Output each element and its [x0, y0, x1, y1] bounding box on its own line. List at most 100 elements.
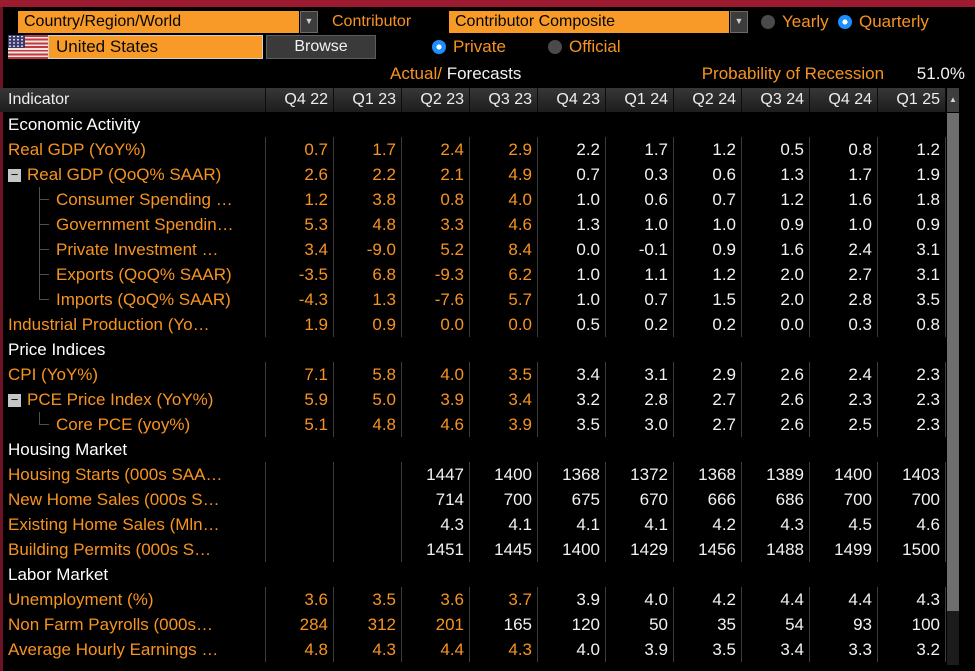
value-cell: 4.6 — [878, 512, 946, 537]
quarter-column-header: Q4 24 — [810, 88, 878, 112]
value-cell: 4.1 — [606, 512, 674, 537]
radio-quarterly[interactable]: Quarterly — [838, 12, 929, 31]
value-cell: 0.7 — [538, 162, 606, 187]
value-cell: 2.0 — [742, 262, 810, 287]
value-cell: 2.6 — [742, 412, 810, 437]
value-cell: 1.5 — [674, 287, 742, 312]
value-cell: 1.2 — [742, 187, 810, 212]
value-cell: 5.1 — [266, 412, 334, 437]
value-cell: 3.5 — [334, 587, 402, 612]
indicator-label: Industrial Production (Yo… — [8, 315, 210, 334]
value-cell: 2.0 — [742, 287, 810, 312]
table-row: Consumer Spending … 1.2 3.8 0.8 4.0 1.0 0.6 0.7… — [0, 187, 946, 212]
collapse-toggle-icon[interactable]: − — [8, 168, 21, 182]
indicator-cell: Imports (QoQ% SAAR) — [0, 287, 266, 312]
contributor-dropdown[interactable]: Contributor Composite ▼ — [449, 11, 748, 33]
indicator-cell: Average Hourly Earnings … — [0, 637, 266, 662]
indicator-label: Non Farm Payrolls (000s… — [8, 615, 214, 634]
value-cell: 1400 — [470, 462, 538, 487]
radio-label: Quarterly — [859, 12, 929, 31]
radio-official[interactable]: Official — [548, 38, 621, 55]
value-cell: 2.3 — [878, 412, 946, 437]
value-cell: 0.8 — [878, 312, 946, 337]
table-header: Indicator Q4 22 Q1 23 Q2 23 Q3 23 Q4 23 Q1 24… — [0, 88, 946, 112]
table-row: New Home Sales (000s S… 714 700 675 670 666 68… — [0, 487, 946, 512]
value-cell: 666 — [674, 487, 742, 512]
value-cell: 1.0 — [810, 212, 878, 237]
indicator-cell: − Real GDP (QoQ% SAAR) — [0, 162, 266, 187]
table-row: Core PCE (yoy%) 5.1 4.8 4.6 3.9 3.5 3.0 2.7 2.6 2… — [0, 412, 946, 437]
value-cell: 4.0 — [470, 187, 538, 212]
chevron-down-icon[interactable]: ▼ — [300, 11, 318, 33]
value-cell: 4.9 — [470, 162, 538, 187]
value-cell: 4.3 — [470, 637, 538, 662]
quarter-column-header: Q4 22 — [266, 88, 334, 112]
value-cell: 3.7 — [470, 587, 538, 612]
value-cell: 8.4 — [470, 237, 538, 262]
value-cell: 1.3 — [538, 212, 606, 237]
indicator-label: Housing Starts (000s SAA… — [8, 465, 223, 484]
value-cell: 4.3 — [402, 512, 470, 537]
value-cell: 1.2 — [674, 137, 742, 162]
value-cell: 1.0 — [674, 212, 742, 237]
value-cell: 1.3 — [742, 162, 810, 187]
value-cell: 0.7 — [674, 187, 742, 212]
value-cell: 4.4 — [742, 587, 810, 612]
value-cell: 1429 — [606, 537, 674, 562]
value-cell: 0.8 — [402, 187, 470, 212]
value-cell: 1451 — [402, 537, 470, 562]
table-body: Economic Activity Real GDP (YoY%) 0.7 1.7 2.… — [0, 112, 946, 662]
value-cell: 2.4 — [810, 237, 878, 262]
value-cell: 3.4 — [470, 387, 538, 412]
value-cell: 2.7 — [810, 262, 878, 287]
tree-line — [40, 224, 49, 225]
indicator-cell: Unemployment (%) — [0, 587, 266, 612]
value-cell: 165 — [470, 612, 538, 637]
value-cell: 2.7 — [674, 412, 742, 437]
radio-yearly[interactable]: Yearly — [761, 12, 829, 31]
value-cell: 100 — [878, 612, 946, 637]
chevron-down-icon[interactable]: ▼ — [730, 11, 748, 33]
value-cell: 0.5 — [742, 137, 810, 162]
value-cell: 0.6 — [606, 187, 674, 212]
table-row: Average Hourly Earnings … 4.8 4.3 4.4 4.3 4.0… — [0, 637, 946, 662]
browse-button[interactable]: Browse — [266, 35, 376, 59]
contributor-dropdown-value[interactable]: Contributor Composite — [449, 11, 729, 33]
country-input[interactable]: United States — [48, 35, 263, 59]
value-cell: 1.2 — [674, 262, 742, 287]
value-cell — [266, 487, 334, 512]
value-cell: 3.5 — [878, 287, 946, 312]
value-cell: 1368 — [674, 462, 742, 487]
value-cell: 1.6 — [742, 237, 810, 262]
value-cell: 3.3 — [402, 212, 470, 237]
radio-label: Yearly — [782, 12, 829, 31]
window-left-border — [0, 7, 3, 671]
vertical-scrollbar[interactable] — [947, 113, 959, 665]
value-cell: 5.9 — [266, 387, 334, 412]
quarter-column-header: Q1 25 — [878, 88, 946, 112]
indicator-cell: Non Farm Payrolls (000s… — [0, 612, 266, 637]
table-row: − Real GDP (QoQ% SAAR) 2.6 2.2 2.1 4.9 0.7 0.3 0… — [0, 162, 946, 187]
value-cell: 1403 — [878, 462, 946, 487]
table-row: Non Farm Payrolls (000s… 284 312 201 165 120 5… — [0, 612, 946, 637]
value-cell: 714 — [402, 487, 470, 512]
value-cell: 0.3 — [606, 162, 674, 187]
value-cell: 3.2 — [878, 637, 946, 662]
value-cell: 2.5 — [810, 412, 878, 437]
scrollbar-thumb[interactable] — [947, 113, 959, 611]
value-cell: 1.8 — [878, 187, 946, 212]
value-cell: -9.3 — [402, 262, 470, 287]
value-cell: 120 — [538, 612, 606, 637]
region-dropdown[interactable]: Country/Region/World ▼ — [18, 11, 318, 33]
value-cell: -7.6 — [402, 287, 470, 312]
region-dropdown-value[interactable]: Country/Region/World — [18, 11, 299, 33]
table-row: Exports (QoQ% SAAR) -3.5 6.8 -9.3 6.2 1.0 1.1 1… — [0, 262, 946, 287]
value-cell: 4.2 — [674, 587, 742, 612]
contributor-label: Contributor — [332, 13, 412, 30]
value-cell: 0.0 — [470, 312, 538, 337]
collapse-toggle-icon[interactable]: − — [8, 393, 21, 407]
scroll-up-arrow-icon[interactable]: ▲ — [947, 88, 959, 112]
value-cell: 3.9 — [402, 387, 470, 412]
radio-private[interactable]: Private — [432, 38, 506, 55]
